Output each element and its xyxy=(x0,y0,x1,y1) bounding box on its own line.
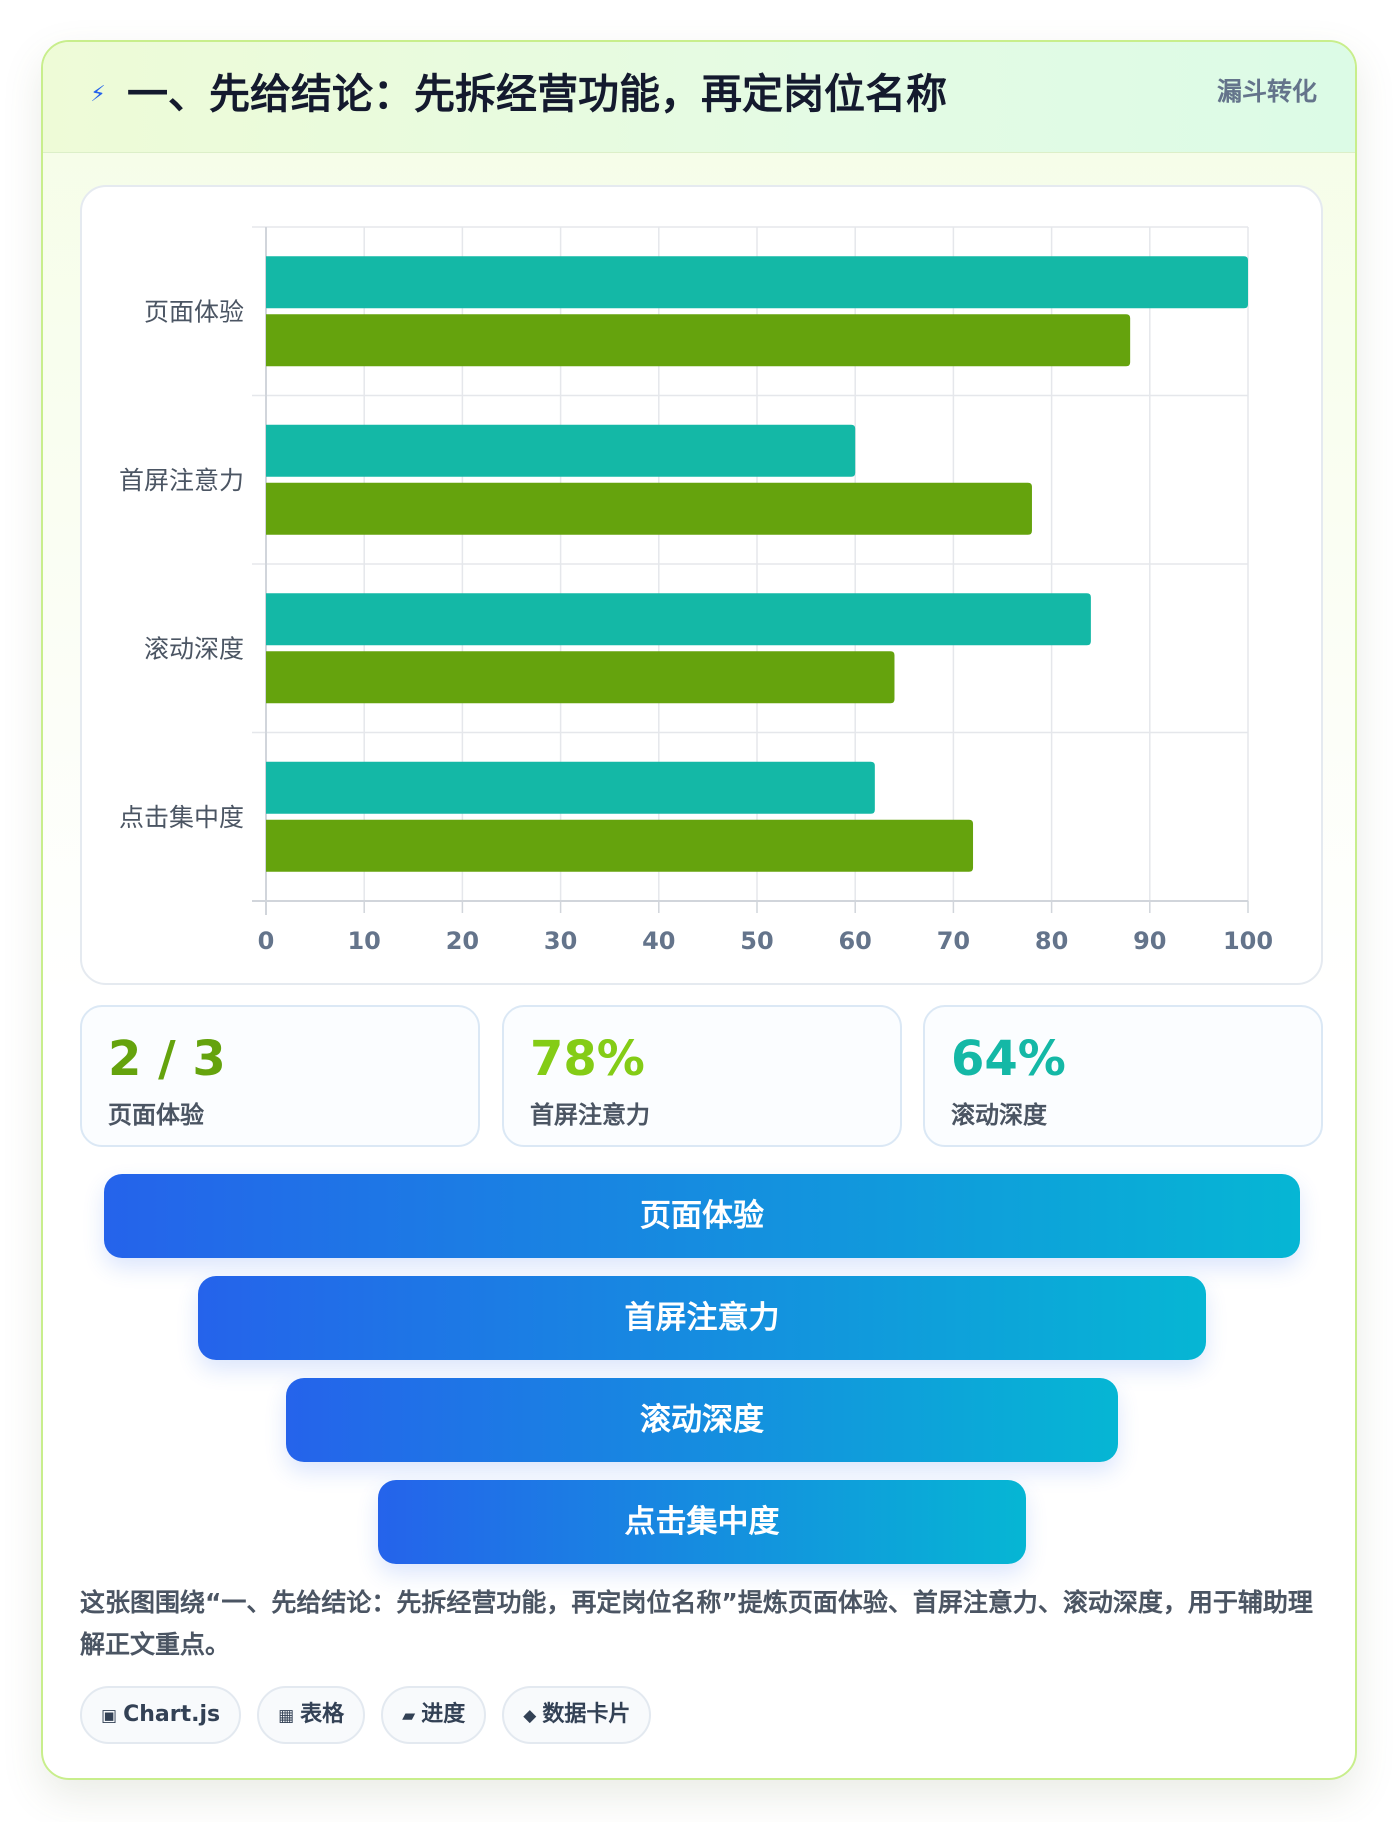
x-tick-label: 50 xyxy=(740,927,773,955)
progress-icon: ▰ xyxy=(402,1706,416,1726)
chip-label: Chart.js xyxy=(123,1702,221,1727)
bar-1-2 xyxy=(266,424,856,477)
x-tick-label: 10 xyxy=(347,927,380,955)
funnel-stage-3: 滚动深度 xyxy=(286,1378,1118,1462)
chip-label: 表格 xyxy=(300,1702,345,1727)
stat-value: 2 / 3 xyxy=(108,1031,226,1087)
lightning-icon: ⚡ xyxy=(90,82,106,107)
bar-2-2 xyxy=(266,482,1032,535)
bar-2-3 xyxy=(266,651,895,704)
bar-chart-panel: 页面体验首屏注意力滚动深度点击集中度 0 10 20 30 40 50 60 70 80 90 100 xyxy=(80,185,1323,985)
category-label: 滚动深度 xyxy=(144,634,244,663)
x-tick-label: 70 xyxy=(937,927,970,955)
category-label: 点击集中度 xyxy=(119,803,244,832)
chip-chartjs[interactable]: ▣ Chart.js xyxy=(80,1686,242,1744)
diamond-icon: ◆ xyxy=(523,1706,537,1726)
bar-2-1 xyxy=(266,314,1131,367)
bar-1-3 xyxy=(266,593,1091,646)
bar-1-1 xyxy=(266,256,1248,309)
funnel-stage-1: 页面体验 xyxy=(104,1174,1300,1258)
stat-label: 页面体验 xyxy=(108,1101,204,1129)
table-icon: ▦ xyxy=(278,1706,295,1726)
bar-1-4 xyxy=(266,761,875,814)
funnel-tag: 漏斗转化 xyxy=(1216,77,1317,106)
funnel-stage-4: 点击集中度 xyxy=(378,1480,1026,1564)
x-tick-label: 90 xyxy=(1133,927,1166,955)
x-tick-label: 80 xyxy=(1035,927,1068,955)
card-title: 一、先给结论：先拆经营功能，再定岗位名称 xyxy=(127,70,947,118)
stat-value: 78% xyxy=(530,1031,645,1087)
chip-progress[interactable]: ▰ 进度 xyxy=(381,1686,487,1744)
stat-card-3: 64% 滚动深度 xyxy=(923,1005,1323,1147)
stat-value: 64% xyxy=(951,1031,1066,1087)
x-tick-label: 40 xyxy=(642,927,675,955)
chip-label: 数据卡片 xyxy=(542,1702,631,1727)
chip-label: 进度 xyxy=(421,1702,466,1727)
stat-label: 滚动深度 xyxy=(951,1101,1047,1129)
x-tick-label: 0 xyxy=(258,927,275,955)
funnel-stage-2: 首屏注意力 xyxy=(198,1276,1206,1360)
stat-card-2: 78% 首屏注意力 xyxy=(502,1005,902,1147)
tag-chips: ▣ Chart.js ▦ 表格 ▰ 进度 ◆ 数据卡片 xyxy=(80,1686,652,1744)
x-tick-label: 30 xyxy=(544,927,577,955)
chip-table[interactable]: ▦ 表格 xyxy=(257,1686,366,1744)
x-tick-label: 60 xyxy=(838,927,871,955)
card-header: ⚡ 一、先给结论：先拆经营功能，再定岗位名称 漏斗转化 xyxy=(43,42,1355,153)
stat-card-1: 2 / 3 页面体验 xyxy=(80,1005,480,1147)
chip-data-cards[interactable]: ◆ 数据卡片 xyxy=(502,1686,652,1744)
x-tick-label: 100 xyxy=(1223,927,1273,955)
chart-card: ⚡ 一、先给结论：先拆经营功能，再定岗位名称 漏斗转化 页面体验 首屏注意力 滚动深… xyxy=(41,40,1357,1780)
chart-square-icon: ▣ xyxy=(101,1706,118,1726)
stat-label: 首屏注意力 xyxy=(530,1101,650,1129)
chart-caption: 这张图围绕“一、先给结论：先拆经营功能，再定岗位名称”提炼页面体验、首屏注意力、… xyxy=(80,1588,1313,1659)
category-label: 页面体验 xyxy=(144,297,244,326)
x-tick-label: 20 xyxy=(446,927,479,955)
bar-2-4 xyxy=(266,819,974,872)
category-label: 首屏注意力 xyxy=(119,466,244,495)
